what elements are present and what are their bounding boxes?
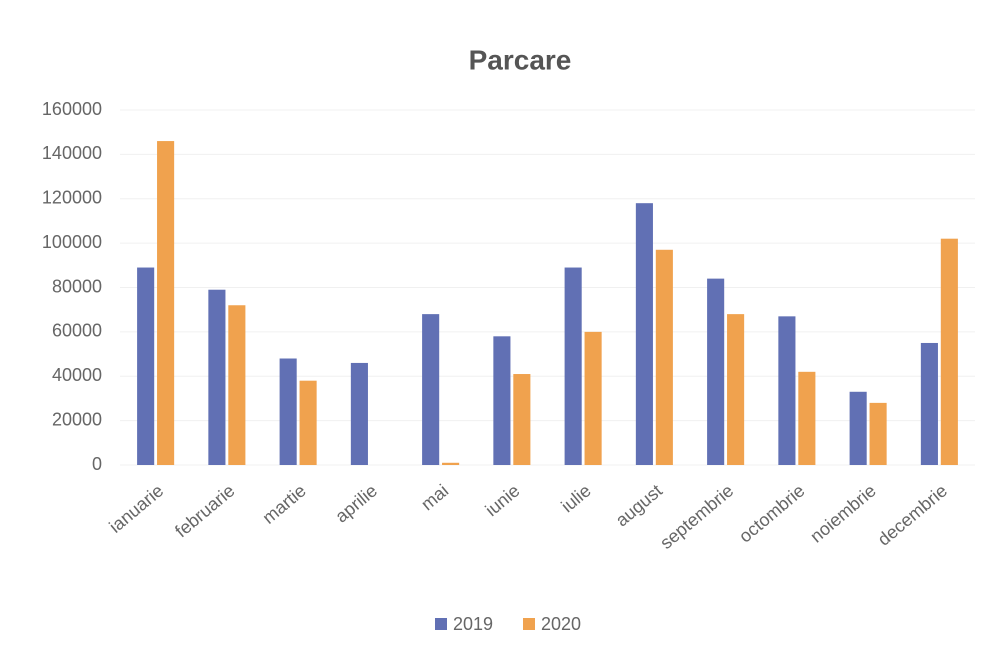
x-tick-label: iunie <box>482 480 524 520</box>
bar <box>849 391 867 465</box>
bar <box>137 267 155 465</box>
x-tick-label: octombrie <box>735 480 808 546</box>
y-tick-label: 80000 <box>52 276 102 296</box>
bar <box>299 380 317 465</box>
bar <box>707 278 725 465</box>
bar <box>584 331 602 465</box>
y-tick-label: 140000 <box>42 143 102 163</box>
chart-title: Parcare <box>469 44 572 75</box>
x-tick-label: noiembrie <box>806 480 879 546</box>
y-tick-label: 20000 <box>52 409 102 429</box>
bar <box>228 305 246 465</box>
bar <box>513 374 531 465</box>
x-tick-label: februarie <box>171 480 238 541</box>
bar <box>798 371 816 465</box>
legend-swatch <box>435 618 447 630</box>
y-tick-label: 160000 <box>42 99 102 119</box>
x-tick-label: ianuarie <box>105 480 167 536</box>
bar <box>869 402 887 465</box>
x-tick-label: iulie <box>557 480 594 516</box>
y-tick-label: 100000 <box>42 232 102 252</box>
x-tick-label: septembrie <box>656 480 737 553</box>
legend-label: 2020 <box>541 614 581 634</box>
x-tick-label: aprilie <box>331 480 381 526</box>
legend-swatch <box>523 618 535 630</box>
x-tick-label: mai <box>417 480 452 514</box>
x-tick-label: martie <box>259 480 310 527</box>
bar <box>655 249 673 465</box>
bar <box>422 314 440 465</box>
bar <box>493 336 511 465</box>
bar <box>564 267 582 465</box>
bar <box>920 342 938 465</box>
bar <box>940 238 958 465</box>
x-tick-label: august <box>612 480 666 530</box>
y-tick-label: 120000 <box>42 188 102 208</box>
legend-label: 2019 <box>453 614 493 634</box>
bar <box>279 358 297 465</box>
x-tick-label: decembrie <box>874 480 951 549</box>
y-tick-label: 40000 <box>52 365 102 385</box>
bar <box>635 203 653 465</box>
bar <box>157 141 175 465</box>
bar <box>350 362 368 465</box>
y-tick-label: 0 <box>92 454 102 474</box>
bar <box>778 316 796 465</box>
bar <box>727 314 745 465</box>
y-tick-label: 60000 <box>52 321 102 341</box>
bar <box>442 462 460 465</box>
bar <box>208 289 226 465</box>
